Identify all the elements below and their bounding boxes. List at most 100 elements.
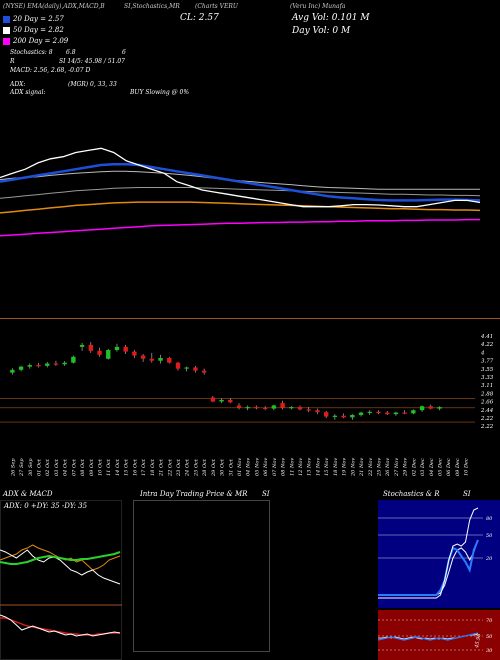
candle [419,405,425,412]
candle-body [149,358,155,361]
candle-body [184,367,189,369]
si-line [378,632,479,641]
price-axis-label: 4.41 [480,334,493,340]
date-label: 08 Oct [80,458,86,476]
candle-body [10,369,15,373]
candle [71,355,76,364]
date-label: 02 Oct [45,458,51,476]
chart-separator [0,318,500,319]
date-label: 02 Dec [411,458,417,476]
price-axis-label: 2.22 [480,424,494,430]
candle [18,365,24,372]
si-level-label: 30 [486,648,493,654]
adx-panel-title: ADX & MACD [3,490,53,498]
candle-body [97,350,102,355]
ema100-line [0,187,481,199]
candle [315,408,320,415]
candle-body [27,365,32,367]
date-label: 15 Nov [324,458,330,476]
date-label: 20 Nov [350,458,356,477]
close-price: CL: 2.57 [180,13,219,23]
candle [158,354,163,364]
candle-body [402,412,407,414]
candle-body [79,344,85,347]
candle-body [323,412,329,417]
date-label: 22 Nov [368,458,374,477]
adx-line [0,551,121,565]
legend-ema200-swatch [3,37,10,45]
date-label: 25 Oct [193,458,199,477]
date-label: 30 Sep [28,458,34,476]
price-line [0,147,481,208]
date-label: 25 Nov [376,458,382,477]
intraday-panel [133,500,270,652]
header-symbol: (NYSE) EMA(daily),ADX,MACD,B [3,3,105,10]
candle [411,409,416,415]
legend-ema200-label: 200 Day = 2.09 [13,37,69,45]
candle [332,414,338,420]
avg-volume: Avg Vol: 0.101 M [292,13,370,23]
date-label: 26 Nov [385,458,391,477]
candle-body [419,406,425,411]
stoch-k-line [378,539,479,596]
si-level-label: 50 [486,634,493,640]
legend-ema20-label: 20 Day = 2.57 [13,15,64,23]
candle-body [36,365,41,367]
candle [140,354,146,362]
stoch-level-label: 80 [486,516,493,522]
date-label: 17 Oct [141,458,147,476]
candle [254,405,259,410]
stochastics-label: Stochastics: 8 [10,49,53,56]
si-level-label: 70 [486,618,493,624]
date-label: 06 Nov [263,458,269,476]
date-label: 12 Nov [298,458,304,476]
date-label: 11 Oct [106,458,112,476]
date-label: 01 Nov [237,458,243,476]
adx-signal-label: ADX signal: [10,89,46,96]
stoch-panel-si: SI [463,490,471,498]
candle [341,413,346,419]
date-label: 14 Nov [315,458,321,476]
date-label: 26 Sep [10,458,16,477]
date-label: 30 Oct [220,458,226,476]
date-label: 04 Dec [429,458,435,476]
candle [245,405,250,411]
candle [88,342,94,353]
candle [428,404,433,410]
header-indicators: SI,Stochastics,MR [124,3,180,10]
macd-line [0,614,121,637]
candle [201,368,207,375]
candle [53,360,59,366]
candlestick-chart: 4.41 4.22 4 3.77 3.55 3.33 3.11 2.88 2.66 2.44 2.2… [0,334,494,477]
legend-ema20: 20 Day = 2.57 [3,15,64,23]
candle [393,411,399,416]
intra-panel-title: Intra Day Trading Price & MR [140,490,248,498]
adx-values: ADX: 0 +DY: 35 -DY: 35 [4,502,88,510]
candle [114,343,120,352]
candle-body [62,362,67,365]
candle-body [132,351,137,356]
candle-body [53,363,59,365]
si-text: SI 14/5: 45.98 / 51.07 [59,58,125,65]
price-axis-label: 4 [480,350,485,356]
candle-body [201,370,207,373]
candle-body [123,346,128,352]
candle-body [437,407,442,409]
candle [193,365,198,373]
date-label: 18 Oct [150,458,156,476]
candle-body [228,399,233,403]
candle [437,406,442,411]
date-label: 04 Oct [63,458,69,476]
price-axis-label: 3.11 [481,383,493,389]
adx-label: ADX: [10,81,26,88]
legend-ema200: 200 Day = 2.09 [3,37,68,45]
candle [45,361,50,368]
legend-ema20-swatch [3,15,10,23]
date-label: 10 Oct [98,458,104,476]
candle [184,366,189,372]
candle-body [350,414,355,418]
candle [79,342,85,351]
date-label: 24 Oct [185,458,191,477]
candle-body [71,356,76,363]
si-value-label: 45.98 [474,633,483,649]
